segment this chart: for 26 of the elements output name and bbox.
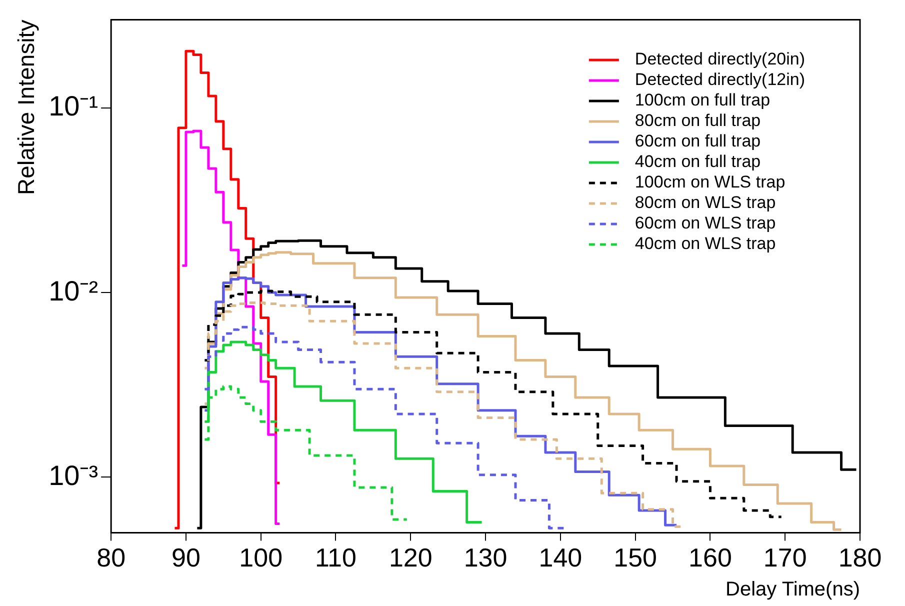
x-tick-label: 160	[688, 542, 732, 573]
x-tick-label: 110	[315, 542, 356, 573]
x-tick-label: 180	[838, 542, 882, 573]
legend-label: Detected directly(20in)	[634, 50, 806, 69]
legend-label: Detected directly(12in)	[634, 70, 806, 90]
y-tick-label: 10⁻²	[48, 275, 98, 306]
legend-label: 40cm on WLS trap	[634, 234, 776, 254]
x-axis-title: Delay Time(ns)	[726, 578, 860, 601]
x-tick-label: 140	[538, 542, 582, 573]
x-tick-label: 80	[96, 542, 126, 573]
x-tick-label: 150	[614, 542, 658, 573]
legend-label: 60cm on WLS trap	[634, 214, 776, 233]
x-tick-label: 130	[464, 542, 508, 573]
y-tick-label: 10⁻¹	[48, 90, 98, 122]
y-axis-title: Relative Intensity	[13, 19, 40, 195]
legend-label: 100cm on full trap	[634, 90, 770, 110]
legend-label: 80cm on full trap	[634, 111, 761, 130]
legend-label: 80cm on WLS trap	[634, 193, 776, 212]
x-tick-label: 170	[763, 542, 807, 573]
x-tick-label: 120	[388, 542, 432, 573]
x-tick-label: 90	[172, 542, 200, 573]
y-tick-label: 10⁻³	[48, 460, 98, 491]
legend-label: 100cm on WLS trap	[634, 172, 786, 192]
x-tick-label: 100	[239, 542, 283, 573]
legend-label: 40cm on full trap	[634, 152, 761, 172]
legend-label: 60cm on full trap	[634, 132, 761, 151]
